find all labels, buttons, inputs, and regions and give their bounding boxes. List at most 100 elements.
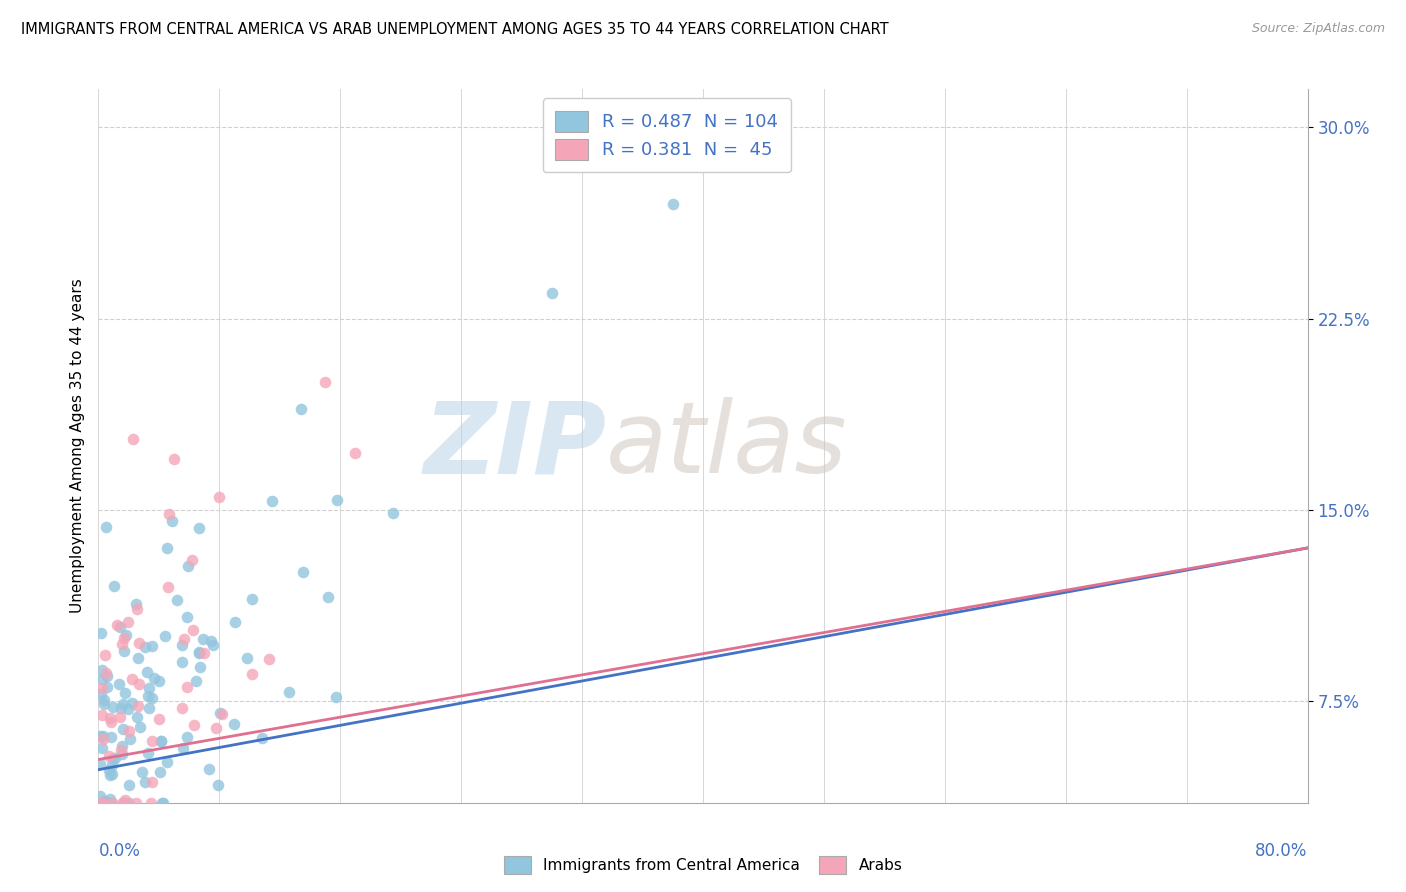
Point [149, 764, 172, 779]
Point [250, 731, 273, 745]
Point [134, 775, 156, 789]
Point [188, 647, 211, 661]
Point [97, 763, 120, 777]
Point [240, 591, 263, 606]
Point [91, 729, 114, 743]
Point [138, 746, 160, 760]
Point [128, 677, 150, 691]
Point [112, 631, 135, 645]
Point [96, 669, 118, 683]
Text: atlas: atlas [606, 398, 848, 494]
Point [103, 580, 125, 594]
Point [118, 778, 141, 792]
Point [112, 697, 135, 711]
Point [112, 796, 135, 810]
Point [344, 446, 367, 460]
Point [173, 632, 195, 646]
Point [166, 592, 188, 607]
Point [540, 286, 562, 301]
Point [157, 580, 180, 594]
Text: 0.0%: 0.0% [98, 842, 141, 860]
Point [110, 743, 132, 757]
Point [141, 796, 163, 810]
Point [181, 623, 204, 637]
Point [187, 521, 209, 535]
Point [101, 758, 124, 772]
Point [180, 553, 202, 567]
Point [98, 710, 121, 724]
Point [111, 739, 134, 753]
Point [121, 696, 143, 710]
Point [117, 701, 139, 715]
Text: 80.0%: 80.0% [1256, 842, 1308, 860]
Point [120, 731, 142, 746]
Point [260, 493, 283, 508]
Point [163, 451, 186, 466]
Point [114, 793, 136, 807]
Point [114, 627, 136, 641]
Point [100, 730, 122, 744]
Point [325, 493, 347, 508]
Point [93, 697, 115, 711]
Point [111, 637, 134, 651]
Point [117, 615, 139, 630]
Point [98, 792, 121, 806]
Point [191, 632, 214, 646]
Point [207, 778, 229, 792]
Point [149, 733, 172, 747]
Point [89, 756, 111, 771]
Point [91, 663, 114, 677]
Point [661, 197, 683, 211]
Point [125, 602, 148, 616]
Point [325, 690, 347, 704]
Point [135, 665, 157, 680]
Point [91, 796, 114, 810]
Y-axis label: Unemployment Among Ages 35 to 44 years: Unemployment Among Ages 35 to 44 years [69, 278, 84, 614]
Point [112, 644, 135, 658]
Point [89, 729, 111, 743]
Point [97, 748, 120, 763]
Point [157, 508, 180, 522]
Point [149, 734, 172, 748]
Point [208, 490, 231, 504]
Point [136, 689, 159, 703]
Point [278, 685, 301, 699]
Point [193, 646, 215, 660]
Point [91, 796, 114, 810]
Point [134, 640, 156, 654]
Point [128, 636, 150, 650]
Point [170, 655, 193, 669]
Text: IMMIGRANTS FROM CENTRAL AMERICA VS ARAB UNEMPLOYMENT AMONG AGES 35 TO 44 YEARS C: IMMIGRANTS FROM CENTRAL AMERICA VS ARAB … [21, 22, 889, 37]
Point [156, 541, 179, 555]
Point [103, 699, 125, 714]
Point [89, 789, 111, 803]
Point [94, 796, 117, 810]
Point [382, 506, 405, 520]
Point [127, 699, 149, 714]
Point [150, 796, 173, 810]
Point [112, 796, 135, 810]
Point [205, 721, 228, 735]
Point [98, 768, 121, 782]
Point [111, 747, 134, 762]
Point [127, 650, 149, 665]
Text: ZIP: ZIP [423, 398, 606, 494]
Point [96, 680, 118, 694]
Point [152, 796, 174, 810]
Point [148, 713, 170, 727]
Point [118, 724, 141, 739]
Point [208, 706, 231, 720]
Point [177, 558, 200, 573]
Point [170, 701, 193, 715]
Point [100, 715, 122, 730]
Point [90, 687, 112, 701]
Point [172, 638, 194, 652]
Point [141, 691, 163, 706]
Point [141, 639, 163, 653]
Point [114, 796, 136, 810]
Legend: Immigrants from Central America, Arabs: Immigrants from Central America, Arabs [498, 850, 908, 880]
Point [162, 514, 184, 528]
Point [91, 681, 114, 695]
Text: Source: ZipAtlas.com: Source: ZipAtlas.com [1251, 22, 1385, 36]
Point [101, 796, 124, 810]
